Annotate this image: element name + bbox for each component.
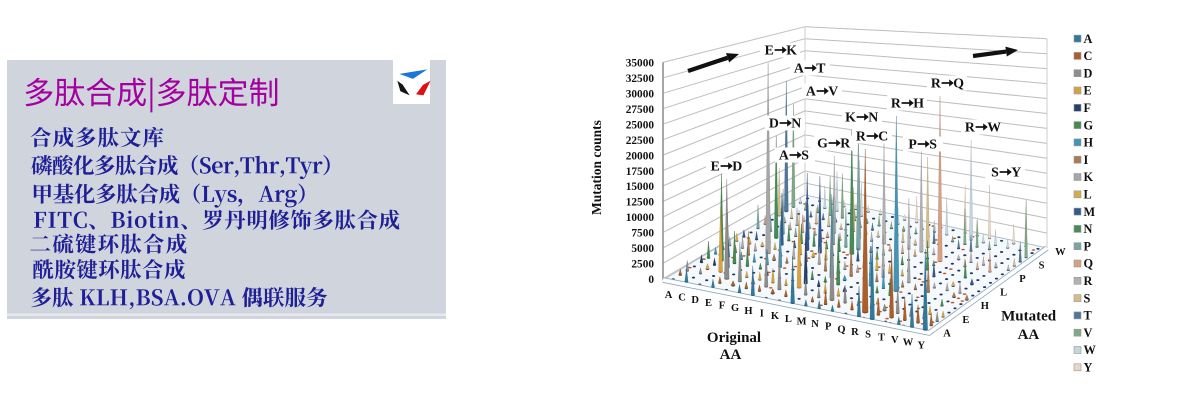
svg-text:R: R — [891, 96, 902, 111]
svg-text:30000: 30000 — [626, 89, 655, 101]
svg-text:N: N — [791, 116, 801, 131]
svg-text:2500: 2500 — [631, 259, 654, 271]
svg-text:N: N — [1084, 222, 1093, 236]
svg-text:S: S — [929, 137, 937, 152]
svg-text:Y: Y — [1011, 165, 1021, 180]
svg-text:Y: Y — [918, 340, 926, 351]
svg-text:AA: AA — [720, 347, 742, 363]
svg-text:C: C — [1084, 49, 1093, 63]
svg-text:W: W — [1084, 343, 1097, 357]
svg-text:G: G — [1084, 118, 1094, 132]
svg-text:Mutation counts: Mutation counts — [589, 120, 604, 215]
svg-text:E: E — [1084, 84, 1092, 98]
svg-text:E: E — [962, 315, 969, 326]
svg-text:E: E — [705, 298, 712, 309]
svg-text:S: S — [991, 165, 999, 180]
svg-text:W: W — [987, 120, 1001, 135]
svg-text:35000: 35000 — [626, 58, 655, 70]
svg-text:Y: Y — [1084, 361, 1093, 375]
svg-text:W: W — [1055, 247, 1066, 258]
svg-text:A: A — [794, 61, 804, 76]
svg-text:G: G — [731, 303, 739, 314]
svg-text:A: A — [943, 328, 951, 339]
svg-text:K: K — [845, 110, 856, 125]
svg-text:27500: 27500 — [626, 104, 655, 116]
svg-text:E: E — [711, 159, 720, 174]
svg-text:L: L — [1084, 188, 1092, 202]
svg-text:K: K — [771, 311, 780, 322]
svg-text:C: C — [878, 129, 888, 144]
svg-text:7500: 7500 — [631, 228, 654, 240]
svg-text:D: D — [691, 295, 699, 306]
svg-text:H: H — [913, 96, 924, 111]
svg-text:P: P — [825, 322, 832, 333]
svg-text:25000: 25000 — [626, 119, 655, 131]
svg-text:R: R — [965, 120, 976, 135]
svg-text:F: F — [719, 301, 725, 312]
svg-text:H: H — [1084, 136, 1094, 150]
svg-text:R: R — [851, 327, 859, 338]
svg-text:A: A — [665, 290, 673, 301]
svg-text:K: K — [1084, 170, 1094, 184]
svg-text:S: S — [1084, 291, 1091, 305]
svg-text:15000: 15000 — [626, 181, 655, 193]
svg-text:D: D — [732, 159, 742, 174]
svg-text:M: M — [797, 316, 807, 327]
svg-text:12500: 12500 — [626, 197, 655, 209]
svg-text:D: D — [1084, 66, 1093, 80]
svg-text:Q: Q — [837, 324, 845, 335]
svg-text:22500: 22500 — [626, 135, 655, 147]
svg-text:I: I — [760, 309, 764, 320]
svg-text:G: G — [817, 136, 828, 151]
svg-text:S: S — [1039, 260, 1045, 271]
svg-text:5000: 5000 — [631, 243, 654, 255]
svg-text:P: P — [1084, 239, 1092, 253]
svg-text:T: T — [878, 332, 885, 343]
svg-text:17500: 17500 — [626, 166, 655, 178]
svg-text:D: D — [769, 116, 779, 131]
svg-text:Q: Q — [1084, 257, 1094, 271]
svg-text:N: N — [868, 110, 878, 125]
svg-text:L: L — [1000, 288, 1007, 299]
svg-text:20000: 20000 — [626, 150, 655, 162]
svg-text:W: W — [903, 338, 914, 349]
svg-text:S: S — [801, 148, 809, 163]
svg-text:V: V — [828, 84, 838, 99]
svg-text:S: S — [865, 330, 871, 341]
svg-text:T: T — [816, 61, 825, 76]
svg-text:V: V — [1084, 326, 1093, 340]
svg-text:K: K — [786, 43, 797, 58]
svg-text:10000: 10000 — [626, 212, 655, 224]
svg-text:E: E — [765, 43, 774, 58]
svg-text:Q: Q — [953, 76, 964, 91]
svg-text:AA: AA — [1018, 327, 1040, 343]
svg-text:0: 0 — [648, 274, 654, 286]
svg-text:A: A — [1084, 32, 1093, 46]
svg-text:T: T — [1084, 309, 1093, 323]
svg-text:A: A — [806, 84, 816, 99]
svg-text:V: V — [891, 335, 899, 346]
svg-text:N: N — [811, 319, 819, 330]
svg-text:P: P — [908, 137, 917, 152]
svg-text:32500: 32500 — [626, 73, 655, 85]
svg-text:R: R — [1084, 274, 1093, 288]
svg-text:H: H — [981, 301, 989, 312]
svg-text:R: R — [856, 129, 867, 144]
svg-text:A: A — [779, 148, 789, 163]
svg-text:Mutated: Mutated — [1001, 309, 1057, 325]
svg-text:Original: Original — [707, 330, 761, 346]
svg-text:F: F — [1084, 101, 1092, 115]
svg-text:R: R — [840, 136, 851, 151]
svg-text:M: M — [1084, 205, 1096, 219]
svg-text:R: R — [931, 76, 942, 91]
svg-text:H: H — [744, 306, 752, 317]
svg-text:I: I — [1084, 153, 1089, 167]
svg-text:L: L — [785, 314, 792, 325]
svg-text:P: P — [1019, 274, 1026, 285]
svg-text:C: C — [678, 293, 686, 304]
